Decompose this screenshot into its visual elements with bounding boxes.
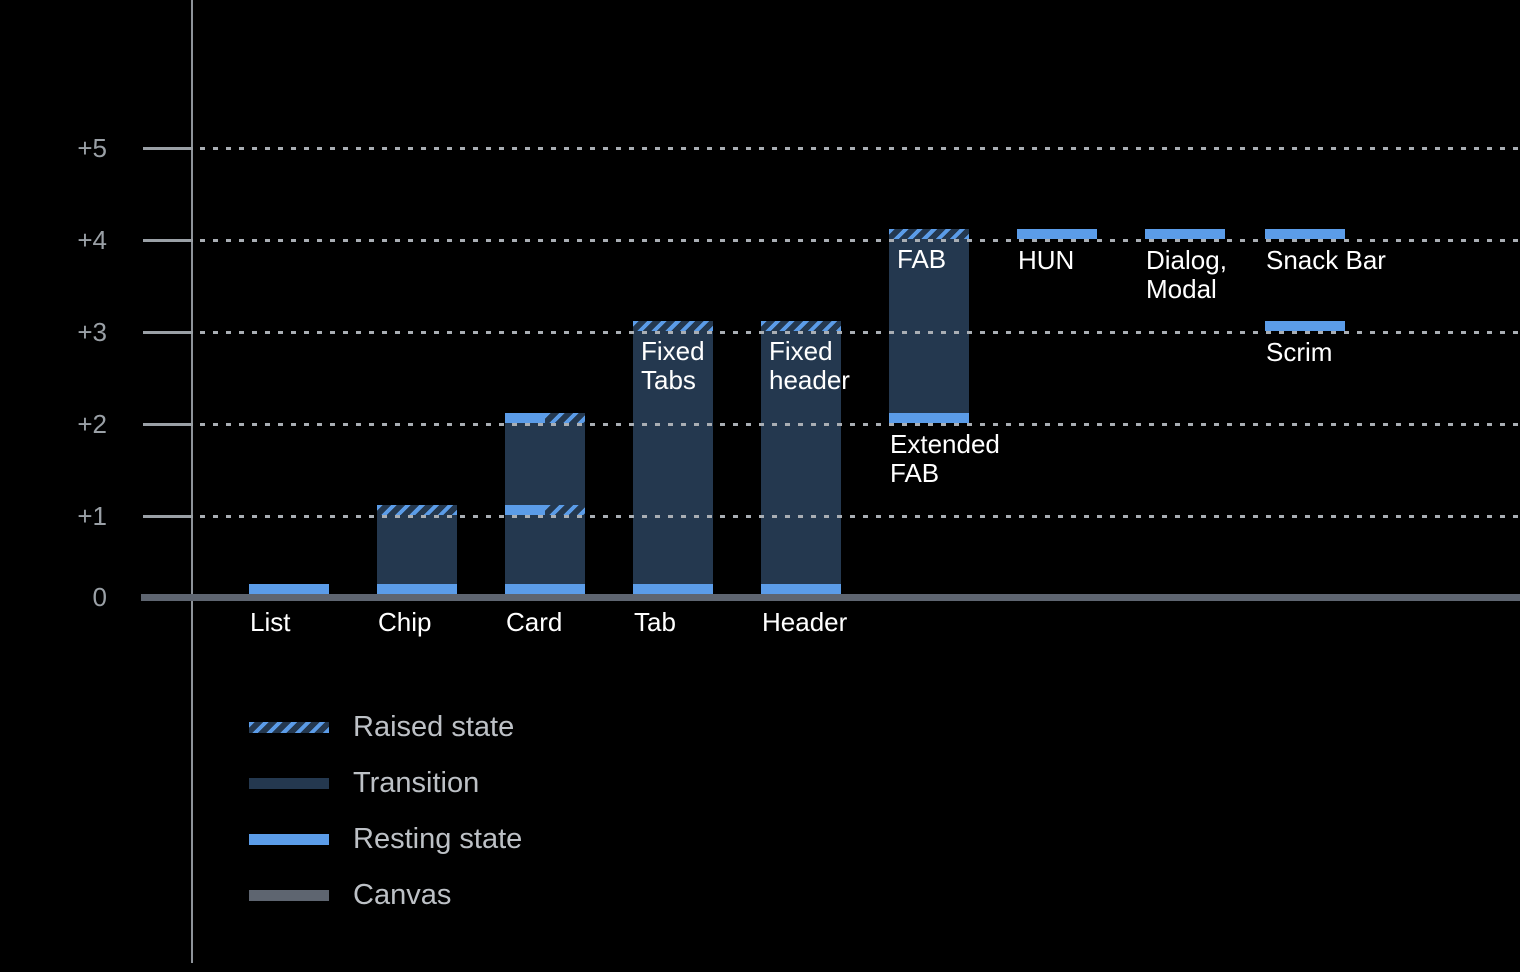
bar-below-label-line: Extended bbox=[890, 429, 1000, 459]
bar-below-label: Extended FAB bbox=[890, 430, 1000, 488]
transition-segment bbox=[505, 423, 585, 584]
y-tick-+3 bbox=[143, 331, 193, 334]
raised-band bbox=[545, 505, 585, 515]
bar-below-label: Scrim bbox=[1266, 338, 1332, 367]
legend-label: Canvas bbox=[353, 878, 452, 911]
resting-swatch-icon bbox=[249, 833, 329, 845]
bar-below-label: Snack Bar bbox=[1266, 246, 1386, 275]
legend-label: Raised state bbox=[353, 710, 515, 743]
bar-inside-label-line: Fixed bbox=[641, 336, 705, 366]
y-axis-line bbox=[191, 0, 193, 963]
bar-below-label-line: Dialog, bbox=[1146, 245, 1227, 275]
resting-band bbox=[633, 584, 713, 594]
resting-band bbox=[1265, 321, 1345, 331]
resting-band bbox=[1145, 229, 1225, 239]
gridline-+2 bbox=[200, 423, 1520, 426]
y-axis-label-+3: +3 bbox=[77, 317, 107, 347]
bar-below-label-line: HUN bbox=[1018, 245, 1075, 275]
bar-below-label-line: Snack Bar bbox=[1266, 245, 1386, 275]
legend-label: Transition bbox=[353, 766, 480, 799]
bar-label: Tab bbox=[634, 607, 676, 637]
canvas-swatch-icon bbox=[249, 889, 329, 901]
bar-label: Chip bbox=[378, 607, 432, 637]
resting-band bbox=[505, 413, 545, 423]
gridline-+4 bbox=[200, 239, 1520, 242]
bar-below-label: HUN bbox=[1018, 246, 1074, 275]
legend-row-canvas: Canvas bbox=[249, 867, 522, 923]
y-tick-+1 bbox=[143, 515, 193, 518]
bar-below-label: Dialog, Modal bbox=[1146, 246, 1227, 304]
y-tick-+5 bbox=[143, 147, 193, 150]
legend-row-resting: Resting state bbox=[249, 811, 522, 867]
raised-band bbox=[545, 413, 585, 423]
y-tick-+4 bbox=[143, 239, 193, 242]
bar-below-label-line: Modal bbox=[1146, 274, 1217, 304]
resting-band bbox=[889, 413, 969, 423]
bar-inside-label-line: header bbox=[769, 365, 850, 395]
resting-band bbox=[505, 584, 585, 594]
transition-segment bbox=[761, 331, 841, 584]
bar-inside-label: Fixed Tabs bbox=[641, 337, 705, 395]
gridline-+3 bbox=[200, 331, 1520, 334]
resting-band bbox=[249, 584, 329, 594]
legend-label: Resting state bbox=[353, 822, 523, 855]
resting-band bbox=[377, 584, 457, 594]
y-axis-label-0: 0 bbox=[92, 582, 107, 612]
resting-band bbox=[1017, 229, 1097, 239]
raised-band bbox=[633, 321, 713, 331]
bar-label: Card bbox=[506, 607, 563, 637]
raised-swatch-icon bbox=[249, 721, 329, 733]
transition-segment bbox=[889, 239, 969, 413]
resting-band bbox=[505, 505, 545, 515]
y-axis-label-+4: +4 bbox=[77, 225, 107, 255]
canvas-baseline bbox=[141, 594, 1520, 601]
raised-band bbox=[377, 505, 457, 515]
legend-row-transition: Transition bbox=[249, 755, 522, 811]
resting-band bbox=[1265, 229, 1345, 239]
transition-swatch-icon bbox=[249, 777, 329, 789]
y-axis-label-+5: +5 bbox=[77, 133, 107, 163]
raised-band bbox=[761, 321, 841, 331]
bar-label: List bbox=[250, 607, 291, 637]
bar-inside-label: Fixed header bbox=[769, 337, 850, 395]
bar-below-label-line: FAB bbox=[890, 458, 940, 488]
bar-below-label-line: Scrim bbox=[1266, 337, 1333, 367]
bar-inside-label: FAB bbox=[897, 245, 946, 274]
y-axis-label-+2: +2 bbox=[77, 409, 107, 439]
gridline-+1 bbox=[200, 515, 1520, 518]
resting-band bbox=[761, 584, 841, 594]
bar-inside-label-line: Fixed bbox=[769, 336, 833, 366]
y-tick-+2 bbox=[143, 423, 193, 426]
transition-segment bbox=[633, 331, 713, 584]
bar-inside-label-line: FAB bbox=[897, 244, 947, 274]
legend: Raised state Transition Resting state Canva… bbox=[249, 699, 522, 923]
transition-segment bbox=[377, 515, 457, 584]
bar-inside-label-line: Tabs bbox=[641, 365, 696, 395]
legend-row-raised: Raised state bbox=[249, 699, 522, 755]
gridline-+5 bbox=[200, 147, 1520, 150]
raised-band bbox=[889, 229, 969, 239]
bar-label: Header bbox=[762, 607, 848, 637]
y-axis-label-+1: +1 bbox=[77, 501, 107, 531]
